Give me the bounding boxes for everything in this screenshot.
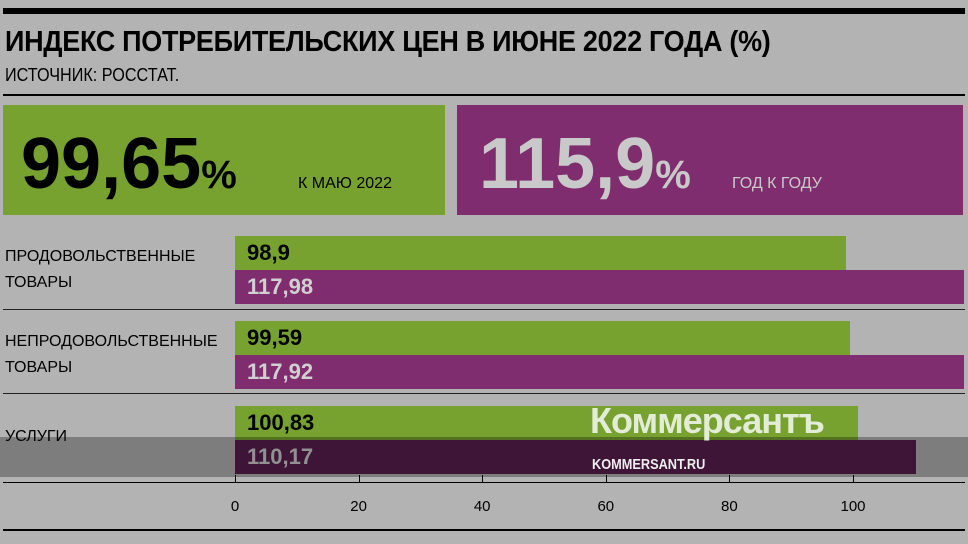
bar-value-label: 98,9	[247, 240, 290, 265]
x-tick-label: 40	[473, 498, 491, 515]
row-divider	[3, 309, 965, 310]
row-divider	[3, 393, 965, 394]
x-tick	[482, 475, 484, 483]
bar-value-label: 100,83	[247, 410, 315, 435]
x-tick-label: 20	[350, 498, 367, 515]
x-tick-label: 100	[840, 498, 866, 515]
bar-value-label: 99,59	[247, 325, 303, 350]
bar-month: 99,59	[235, 321, 851, 355]
watermark-site: KOMMERSANT.RU	[592, 456, 706, 473]
x-tick-label: 0	[230, 498, 240, 515]
watermark-logo: Коммерсантъ	[590, 400, 825, 441]
category-label: НЕПРОДОВОЛЬСТВЕННЫЕ ТОВАРЫ	[5, 333, 218, 376]
x-tick-label: 80	[721, 498, 738, 515]
summary-year-caption: ГОД К ГОДУ	[732, 175, 822, 192]
bar-year: 117,98	[235, 270, 965, 304]
category-label: УСЛУГИ	[5, 428, 68, 445]
summary-month-caption: К МАЮ 2022	[298, 175, 392, 192]
bar-value-label: 117,92	[247, 359, 314, 384]
divider	[3, 94, 965, 96]
bar-month: 98,9	[235, 236, 847, 270]
x-tick	[605, 475, 607, 483]
x-tick	[358, 475, 360, 483]
x-tick	[853, 475, 854, 483]
summary-year: 115,9% ГОД К ГОДУ	[457, 105, 963, 215]
top-rule	[3, 8, 965, 14]
category-label: ПРОДОВОЛЬСТВЕННЫЕ ТОВАРЫ	[5, 248, 196, 291]
chart-title: ИНДЕКС ПОТРЕБИТЕЛЬСКИХ ЦЕН В ИЮНЕ 2022 Г…	[5, 26, 771, 58]
watermark-band	[0, 437, 968, 477]
summary-month-unit: %	[201, 153, 237, 197]
bar-year: 117,92	[235, 355, 964, 389]
summary-month-value: 99,65	[21, 124, 202, 204]
source-note: ИСТОЧНИК: РОССТАТ.	[5, 65, 180, 85]
bottom-rule	[3, 529, 965, 531]
x-tick-label: 60	[597, 498, 615, 515]
x-axis	[3, 482, 965, 483]
bar-month: 100,83	[235, 406, 859, 440]
bar-value-label: 117,98	[247, 274, 314, 299]
summary-year-value: 115,9	[479, 124, 656, 204]
x-tick	[235, 475, 236, 483]
bar-value-label: 110,17	[247, 444, 314, 469]
bar-year: 110,17	[235, 440, 916, 474]
summary-month: 99,65% К МАЮ 2022	[3, 105, 445, 215]
summary-year-unit: %	[655, 153, 691, 197]
x-tick	[729, 475, 731, 483]
